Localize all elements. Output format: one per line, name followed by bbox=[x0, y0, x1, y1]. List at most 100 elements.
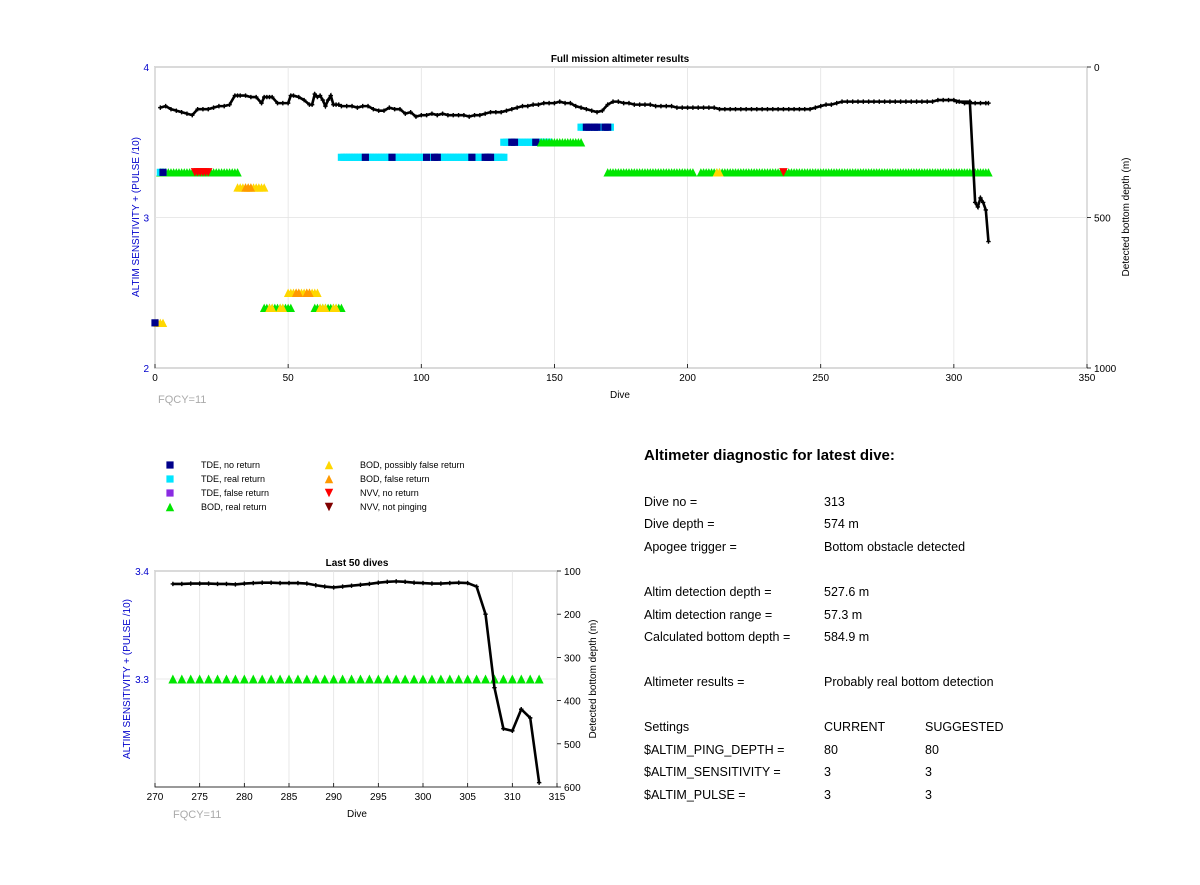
depth-point bbox=[717, 106, 722, 112]
bod-real-return-marker bbox=[338, 674, 348, 684]
depth-point bbox=[376, 580, 381, 585]
legend-item: TDE, real return bbox=[163, 474, 265, 484]
diag-label-altim-detection-range: Altim detection range = bbox=[644, 608, 773, 622]
depth-point bbox=[980, 200, 986, 205]
depth-point bbox=[322, 584, 327, 589]
depth-point bbox=[738, 106, 744, 112]
depth-point bbox=[546, 100, 552, 106]
legend-marker bbox=[324, 460, 334, 470]
depth-point bbox=[190, 112, 195, 118]
depth-point bbox=[850, 99, 855, 104]
depth-point bbox=[275, 100, 280, 106]
bod-real-return-marker bbox=[230, 674, 240, 684]
diag-label-dive-no: Dive no = bbox=[644, 495, 698, 509]
bod-real-return-marker bbox=[213, 674, 223, 684]
y2-tick-label: 200 bbox=[564, 610, 581, 621]
y2-tick-label: 0 bbox=[1094, 63, 1100, 74]
depth-point bbox=[200, 106, 206, 112]
x-tick-label: 0 bbox=[152, 373, 158, 384]
depth-point bbox=[658, 103, 664, 109]
bod-real-return-marker bbox=[284, 674, 294, 684]
depth-point bbox=[445, 112, 451, 118]
depth-point bbox=[429, 111, 435, 116]
depth-point bbox=[893, 99, 898, 104]
depth-point bbox=[829, 102, 834, 107]
depth-point bbox=[215, 581, 220, 587]
inset-chart-title: Last 50 dives bbox=[326, 558, 389, 569]
x-tick-label: 50 bbox=[283, 373, 295, 384]
bod-real-return-marker bbox=[195, 674, 205, 684]
legend-marker bbox=[324, 474, 334, 484]
depth-point bbox=[855, 99, 861, 104]
depth-point bbox=[552, 100, 557, 106]
depth-point bbox=[320, 97, 325, 103]
depth-point bbox=[541, 100, 546, 106]
diag-value-altim-detection-depth: 527.6 m bbox=[824, 585, 870, 599]
legend-marker-shape bbox=[165, 502, 175, 512]
depth-point bbox=[562, 100, 568, 106]
depth-point bbox=[420, 580, 426, 586]
depth-point bbox=[519, 707, 524, 712]
legend-item: BOD, false return bbox=[322, 474, 430, 484]
depth-point bbox=[291, 93, 296, 98]
bod-real-return-marker bbox=[984, 168, 993, 177]
depth-point bbox=[674, 105, 680, 110]
depth-point bbox=[438, 581, 444, 586]
depth-point bbox=[536, 780, 542, 785]
tde-no-return-marker bbox=[423, 153, 431, 161]
x-tick-label: 285 bbox=[281, 792, 298, 803]
bod-real-return-marker bbox=[239, 674, 249, 684]
depth-point bbox=[791, 106, 797, 112]
depth-point bbox=[866, 99, 871, 104]
depth-point bbox=[861, 99, 866, 104]
depth-point bbox=[285, 100, 291, 106]
main-chart: Full mission altimeter results 0 50 100 150… bbox=[131, 54, 1132, 406]
depth-point bbox=[664, 103, 669, 109]
bod-possibly-false-marker bbox=[313, 288, 322, 297]
setting-suggested-pulse: 3 bbox=[925, 788, 932, 802]
depth-point bbox=[280, 100, 286, 106]
bod-real-return-marker bbox=[355, 674, 365, 684]
depth-point bbox=[770, 106, 775, 112]
depth-point bbox=[355, 105, 360, 110]
diag-label-altimeter-results: Altimeter results = bbox=[644, 675, 745, 689]
depth-point bbox=[227, 102, 232, 107]
tde-real-return-marker bbox=[500, 153, 508, 161]
depth-point bbox=[504, 108, 509, 113]
bod-real-return-marker bbox=[221, 674, 231, 684]
depth-point bbox=[483, 612, 488, 617]
bod-real-return-marker bbox=[233, 168, 242, 177]
diagnostic-title: Altimeter diagnostic for latest dive: bbox=[644, 447, 895, 464]
depth-point bbox=[600, 108, 605, 113]
depth-point bbox=[712, 105, 717, 110]
depth-point bbox=[419, 112, 424, 118]
depth-point bbox=[823, 102, 829, 107]
legend-marker bbox=[166, 489, 174, 497]
legend-label: NVV, not pinging bbox=[360, 502, 427, 512]
depth-point bbox=[573, 103, 578, 109]
legend-marker-shape bbox=[166, 489, 174, 497]
depth-point bbox=[349, 103, 355, 109]
main-ylabel: ALTIM SENSITIVITY + (PULSE /10) bbox=[131, 137, 142, 297]
tde-no-return-marker bbox=[593, 123, 601, 131]
depth-point bbox=[510, 728, 515, 734]
depth-point bbox=[584, 106, 589, 112]
bod-possibly-false-marker bbox=[321, 303, 330, 312]
nvv-no-return-marker bbox=[204, 168, 213, 177]
depth-point bbox=[179, 109, 184, 115]
x-tick-label: 280 bbox=[236, 792, 253, 803]
legend-marker bbox=[166, 475, 174, 483]
depth-point bbox=[385, 579, 390, 584]
depth-point bbox=[813, 105, 818, 110]
inset-xlabel: Dive bbox=[347, 809, 367, 820]
depth-point bbox=[317, 93, 323, 98]
legend-item: TDE, no return bbox=[163, 460, 260, 470]
bod-possibly-false-marker bbox=[715, 168, 724, 177]
depth-point bbox=[251, 580, 256, 586]
depth-point bbox=[557, 99, 562, 104]
inset-y2label: Detected bottom depth (m) bbox=[588, 620, 599, 739]
nvv-no-return-marker bbox=[779, 168, 788, 177]
depth-point bbox=[930, 99, 935, 104]
bod-real-return-marker bbox=[286, 303, 296, 312]
depth-point bbox=[807, 106, 813, 112]
